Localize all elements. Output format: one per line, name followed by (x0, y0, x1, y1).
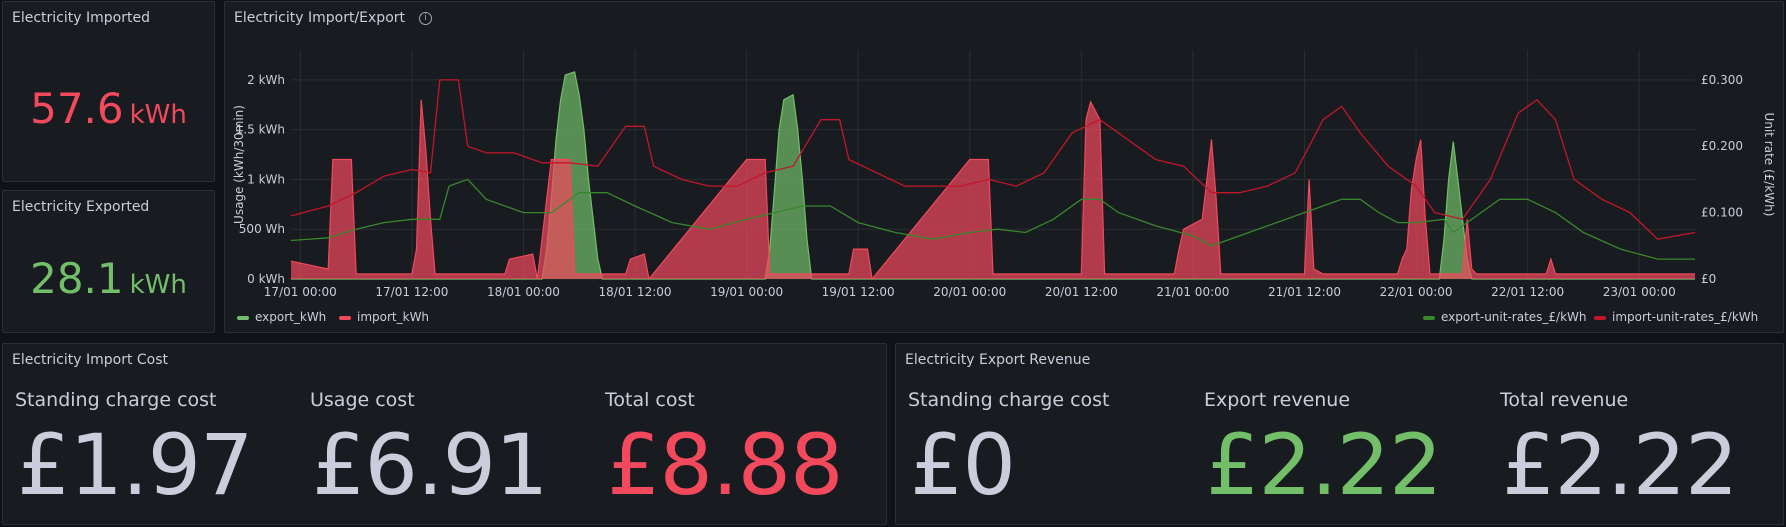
import-standing-value: £1.97 (17, 416, 253, 514)
export-standing-value: £0 (910, 416, 1016, 514)
export-revenue-value: £2.22 (1206, 416, 1442, 514)
series-export-kwh-line (291, 71, 1695, 280)
x-tick-label: 23/01 00:00 (1603, 285, 1676, 299)
y2-tick-label: £0.100 (1701, 206, 1743, 220)
exported-panel: Electricity Exported 28.1 kWh (2, 190, 215, 333)
import-usage-value: £6.91 (312, 416, 548, 514)
export-revenue-panel: Electricity Export Revenue Standing char… (895, 343, 1784, 525)
imported-title: Electricity Imported (12, 10, 150, 26)
legend-swatch-import-kwh (339, 315, 351, 320)
legend-export-kwh[interactable]: export_kWh (237, 310, 326, 324)
export-total-value: £2.22 (1502, 416, 1738, 514)
x-tick-label: 20/01 12:00 (1045, 285, 1118, 299)
series-import-kwh-area (291, 99, 1695, 279)
x-tick-label: 21/01 00:00 (1156, 285, 1229, 299)
imported-panel: Electricity Imported 57.6 kWh (2, 1, 215, 182)
import-total-value: £8.88 (607, 416, 843, 514)
x-tick-label: 18/01 12:00 (599, 285, 672, 299)
legend-swatch-export-rates (1423, 315, 1435, 320)
exported-value: 28.1 (30, 254, 124, 303)
x-tick-label: 22/01 00:00 (1380, 285, 1453, 299)
chart-grid (291, 50, 1695, 280)
imported-value: 57.6 (30, 84, 124, 133)
chart-svg: 0 kWh 500 Wh 1 kWh 1.5 kWh 2 kWh £0 £0.100 £0.2… (232, 50, 1776, 299)
x-tick-label: 17/01 12:00 (375, 285, 448, 299)
y2-tick-label: £0 (1701, 272, 1716, 286)
chart-series (290, 71, 1696, 281)
series-import-unit-rates-kwh-line (290, 79, 1696, 240)
x-tick-label: 22/01 12:00 (1491, 285, 1564, 299)
y2-tick-label: £0.200 (1701, 139, 1743, 153)
y2-axis-title: Unit rate (£/kWh) (1762, 113, 1776, 217)
exported-unit: kWh (129, 270, 187, 300)
export-revenue-label: Export revenue (1204, 389, 1351, 411)
imported-unit: kWh (129, 100, 187, 130)
export-standing-label: Standing charge cost (908, 389, 1110, 411)
legend-swatch-export-kwh (237, 315, 249, 320)
y2-tick-label: £0.300 (1701, 73, 1743, 87)
legend-import-rates[interactable]: import-unit-rates_£/kWh (1594, 310, 1758, 324)
exported-stat: 28.1 kWh (3, 254, 214, 303)
legend-label-import-kwh: import_kWh (357, 310, 430, 324)
export-total-label: Total revenue (1500, 389, 1629, 411)
legend-label-import-rates: import-unit-rates_£/kWh (1612, 310, 1759, 324)
series-export-unit-rates-kwh-line (290, 178, 1695, 260)
y-tick-label: 1.5 kWh (236, 123, 285, 137)
y-tick-label: 2 kWh (247, 73, 285, 87)
legend-label-export-rates: export-unit-rates_£/kWh (1441, 310, 1587, 324)
series-import-kwh-line (290, 99, 1695, 281)
import-usage-label: Usage cost (310, 389, 415, 411)
x-tick-label: 18/01 00:00 (487, 285, 560, 299)
y-tick-label: 1 kWh (247, 172, 285, 186)
y-axis-title: Usage (kWh/30min) (232, 105, 246, 224)
import-cost-panel: Electricity Import Cost Standing charge … (2, 343, 887, 525)
import-total-label: Total cost (605, 389, 695, 411)
x-tick-label: 19/01 12:00 (822, 285, 895, 299)
import-standing-label: Standing charge cost (15, 389, 217, 411)
y-tick-label: 0 kWh (247, 272, 285, 286)
legend-label-export-kwh: export_kWh (255, 310, 327, 324)
chart-panel: Electricity Import/Export i 0 kWh 500 Wh 1… (224, 1, 1784, 333)
info-icon[interactable]: i (419, 12, 432, 25)
import-cost-title: Electricity Import Cost (12, 352, 169, 368)
imported-stat: 57.6 kWh (3, 84, 214, 133)
chart-labels: 0 kWh 500 Wh 1 kWh 1.5 kWh 2 kWh £0 £0.100 £0.2… (232, 73, 1776, 299)
x-tick-label: 20/01 00:00 (933, 285, 1006, 299)
x-tick-label: 17/01 00:00 (264, 285, 337, 299)
x-tick-label: 21/01 12:00 (1268, 285, 1341, 299)
legend-import-kwh[interactable]: import_kWh (339, 310, 429, 324)
series-export-kwh-area (291, 71, 1695, 280)
legend-export-rates[interactable]: export-unit-rates_£/kWh (1423, 310, 1587, 324)
chart-title: Electricity Import/Export (234, 10, 406, 26)
y-tick-label: 500 Wh (239, 222, 285, 236)
x-tick-label: 19/01 00:00 (710, 285, 783, 299)
export-revenue-title: Electricity Export Revenue (905, 352, 1091, 368)
exported-title: Electricity Exported (12, 199, 150, 215)
legend-swatch-import-rates (1594, 315, 1606, 320)
